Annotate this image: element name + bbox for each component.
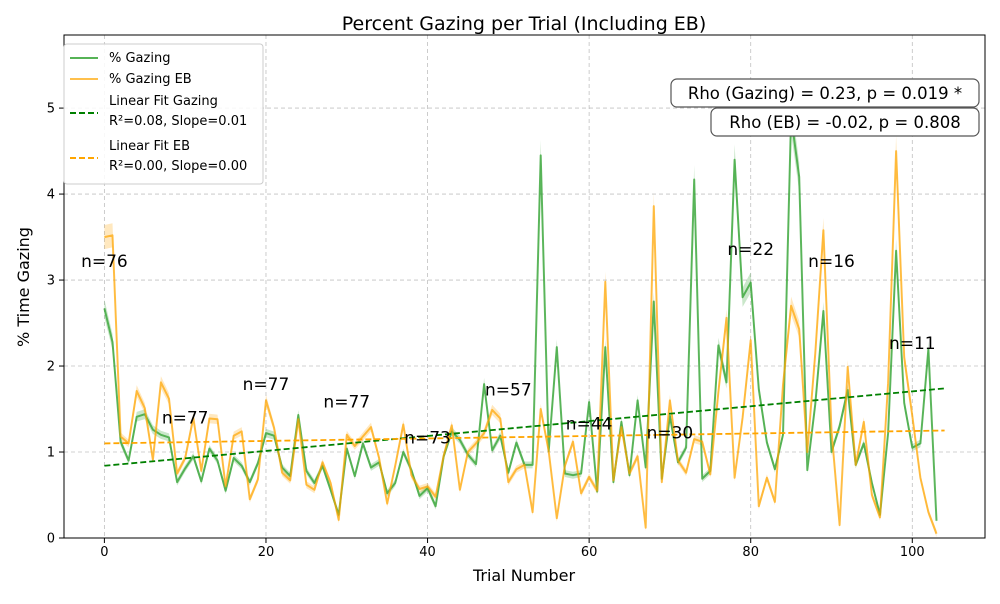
x-tick-label: 40 bbox=[419, 545, 436, 560]
n-label: n=11 bbox=[889, 334, 936, 354]
y-tick-label: 1 bbox=[47, 446, 55, 461]
n-label: n=22 bbox=[727, 240, 774, 260]
legend: % Gazing % Gazing EB Linear Fit Gazing R… bbox=[63, 43, 264, 185]
y-tick-label: 4 bbox=[47, 188, 55, 203]
n-label: n=30 bbox=[647, 423, 694, 443]
rho-annotation-gazing: Rho (Gazing) = 0.23, p = 0.019 * bbox=[670, 78, 980, 108]
x-tick-label: 20 bbox=[258, 545, 275, 560]
fit-lines bbox=[104, 387, 945, 467]
n-label: n=77 bbox=[243, 375, 290, 395]
fit-line-gazing bbox=[104, 387, 945, 467]
n-label: n=73 bbox=[404, 428, 451, 448]
legend-box bbox=[63, 43, 264, 185]
legend-label-fit-gazing-stats: R²=0.08, Slope=0.01 bbox=[109, 114, 247, 129]
series-line-eb bbox=[104, 150, 938, 535]
legend-label-fit-eb-stats: R²=0.00, Slope=0.00 bbox=[109, 159, 247, 174]
n-label: n=76 bbox=[81, 252, 128, 272]
n-label: n=77 bbox=[323, 392, 370, 412]
n-label: n=44 bbox=[566, 415, 613, 435]
chart-title: Percent Gazing per Trial (Including EB) bbox=[342, 13, 707, 35]
legend-label-fit-eb: Linear Fit EB bbox=[109, 139, 190, 154]
x-tick-label: 0 bbox=[100, 545, 108, 560]
n-label: n=77 bbox=[162, 409, 209, 429]
rho-text-gazing: Rho (Gazing) = 0.23, p = 0.019 * bbox=[688, 84, 962, 103]
x-tick-label: 60 bbox=[581, 545, 598, 560]
x-tick-label: 80 bbox=[742, 545, 759, 560]
series-line-gazing bbox=[103, 115, 938, 521]
legend-label-gazing: % Gazing bbox=[109, 51, 170, 66]
rho-box-eb bbox=[710, 107, 980, 137]
y-ticks: 0 1 2 3 4 5 bbox=[47, 102, 64, 547]
n-label: n=57 bbox=[485, 380, 532, 400]
legend-label-fit-gazing: Linear Fit Gazing bbox=[109, 94, 218, 109]
x-tick-label: 100 bbox=[900, 545, 925, 560]
x-ticks: 0 20 40 60 80 100 bbox=[100, 538, 925, 560]
rho-text-eb: Rho (EB) = -0.02, p = 0.808 bbox=[729, 113, 960, 132]
x-axis-label: Trial Number bbox=[472, 566, 575, 585]
y-tick-label: 5 bbox=[47, 102, 55, 117]
y-tick-label: 3 bbox=[47, 274, 55, 289]
y-tick-label: 2 bbox=[47, 360, 55, 375]
plot-frame bbox=[63, 34, 986, 539]
y-axis-label: % Time Gazing bbox=[14, 227, 33, 347]
n-label: n=16 bbox=[808, 252, 855, 272]
fit-line-eb bbox=[104, 429, 945, 445]
n-labels: n=76 n=77 n=77 n=77 n=73 n=57 n=44 n=30 n=22 n=16… bbox=[81, 240, 936, 448]
rho-annotation-eb: Rho (EB) = -0.02, p = 0.808 bbox=[710, 107, 980, 137]
series-lines bbox=[103, 115, 938, 535]
legend-label-eb: % Gazing EB bbox=[109, 72, 192, 87]
y-tick-label: 0 bbox=[47, 532, 55, 547]
rho-box-gazing bbox=[670, 78, 980, 108]
